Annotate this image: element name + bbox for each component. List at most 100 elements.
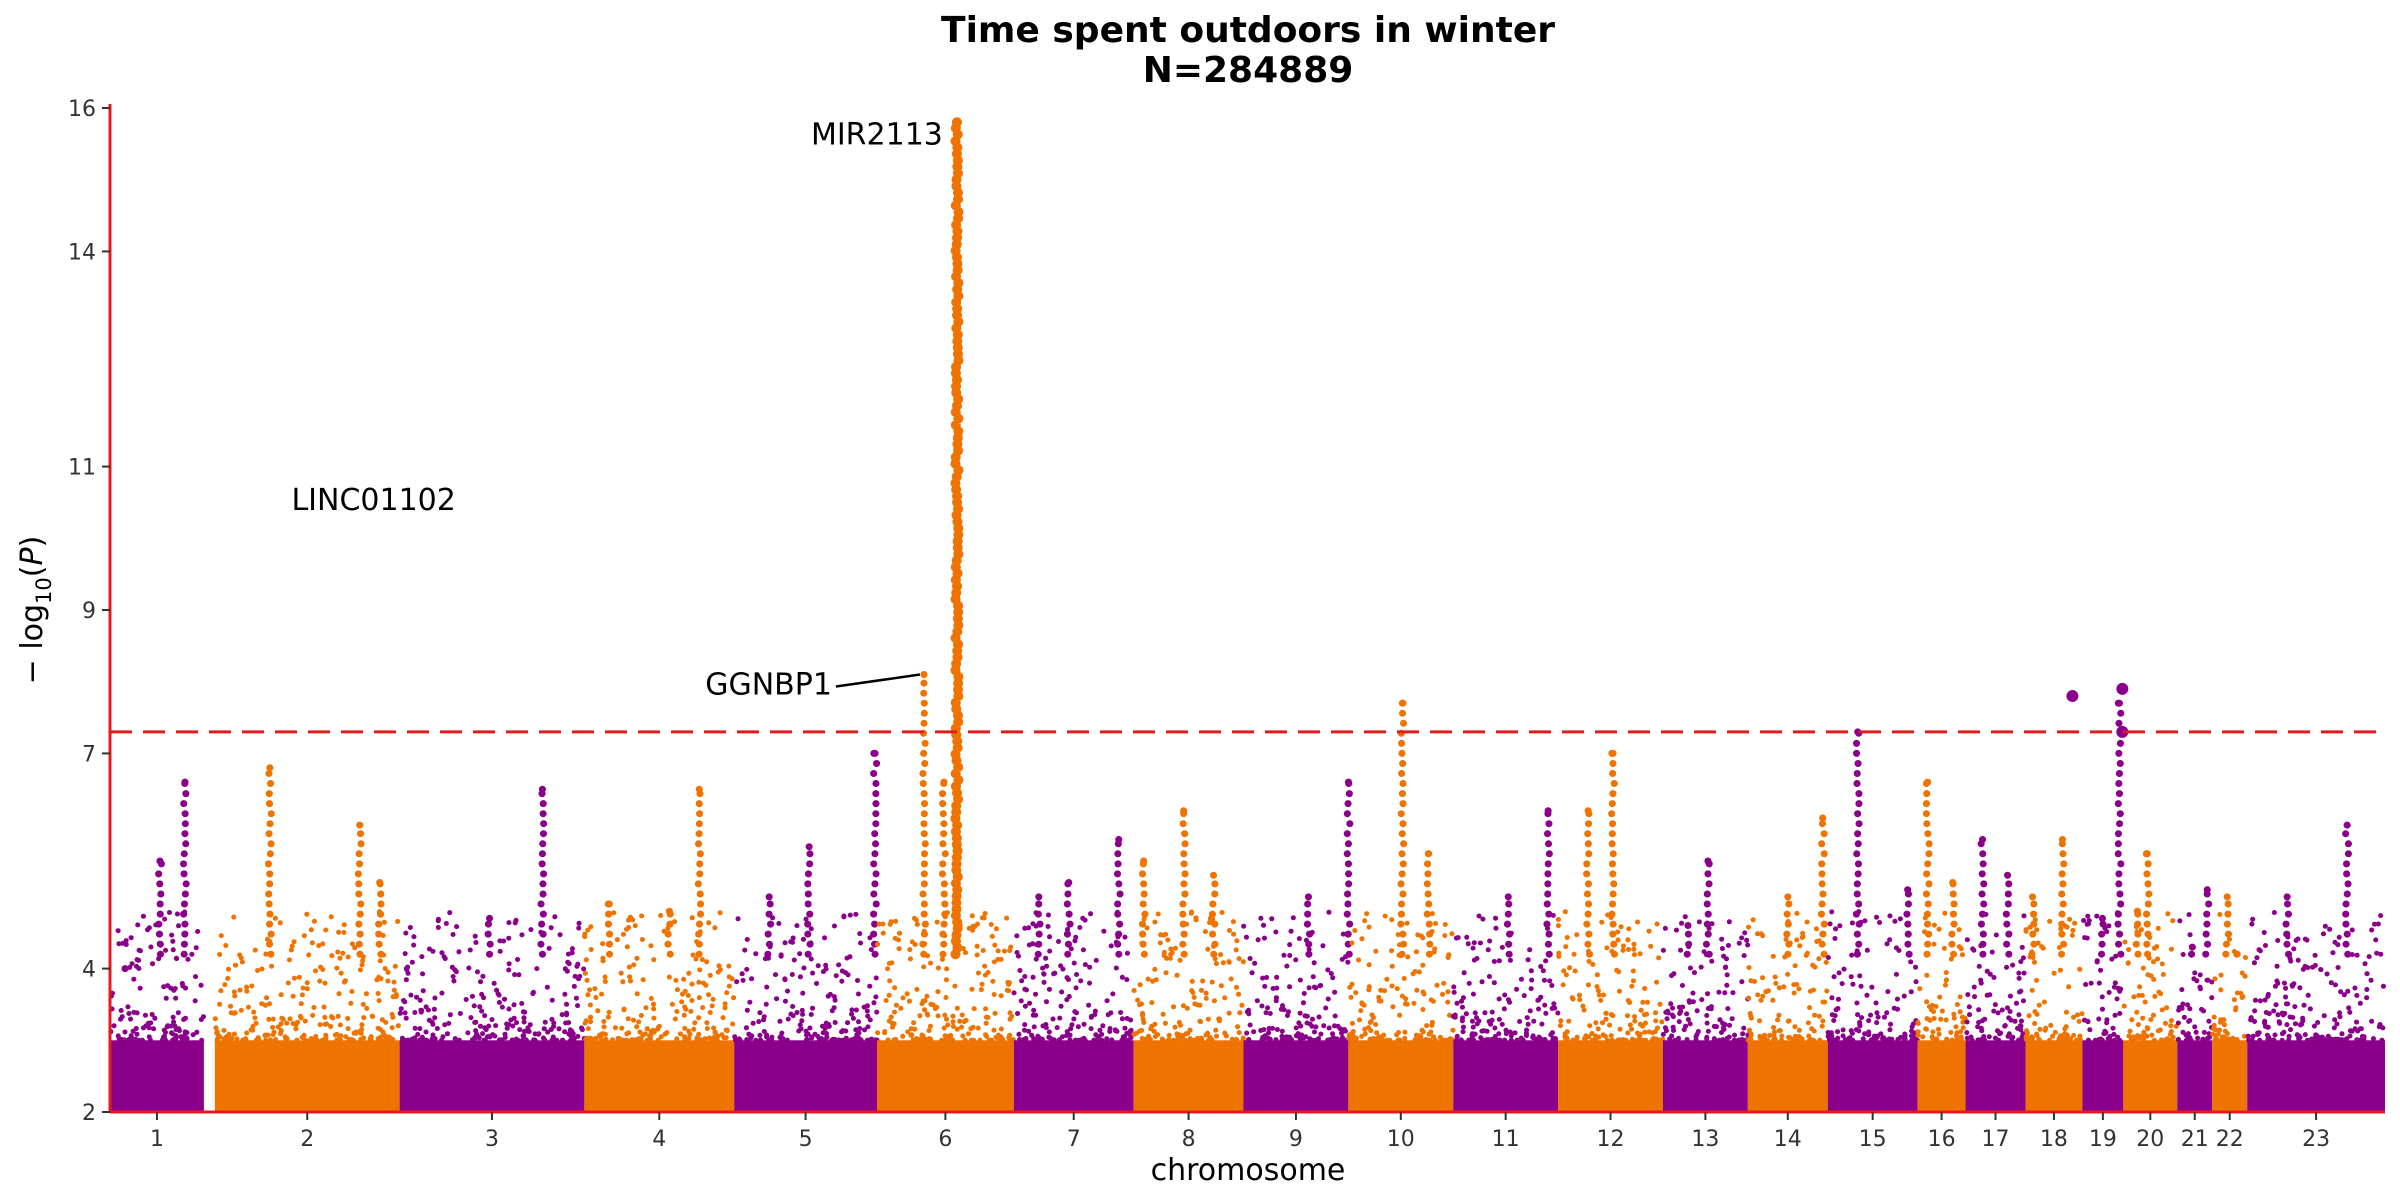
chromosome-23-base — [2247, 1040, 2385, 1112]
annotation-mir2113: MIR2113 — [811, 117, 943, 152]
chromosome-4-scatter — [582, 910, 737, 1043]
chromosome-12-peak-1 — [1608, 749, 1618, 958]
chromosome-6-peak-3 — [938, 778, 949, 958]
chromosome-16-peak-2 — [1948, 879, 1958, 958]
chromosome-3-points — [397, 785, 587, 1112]
chromosome-7-peak-2 — [1063, 879, 1074, 958]
chromosome-7-base — [1013, 1040, 1134, 1112]
chromosome-9-base — [1243, 1040, 1349, 1112]
chromosome-5-peak-3 — [764, 893, 775, 958]
chromosome-11-scatter — [1450, 912, 1561, 1043]
chromosome-19-points — [2081, 699, 2125, 1112]
chromosome-11-points — [1450, 807, 1561, 1112]
chromosome-8-peak-3 — [1208, 871, 1219, 958]
x-tick-label: 19 — [2089, 1127, 2117, 1152]
x-tick-label: 8 — [1182, 1127, 1196, 1152]
chromosome-23-peak-1 — [2342, 821, 2352, 958]
chromosome-9-scatter — [1241, 909, 1351, 1043]
gene-annotations: MIR2113 LINC01102 GGNBP1 — [291, 117, 942, 702]
chromosome-20-peak-1 — [2142, 850, 2153, 958]
chromosome-10-peak-1 — [1397, 699, 1408, 958]
chromosome-17-base — [1965, 1040, 2026, 1112]
chromosome-15-base — [1827, 1040, 1918, 1112]
chromosome-9-points — [1241, 778, 1354, 1112]
y-tick-label: 14 — [68, 240, 96, 265]
chromosome-11-base — [1453, 1040, 1559, 1112]
chromosome-15-peak-1 — [1852, 728, 1863, 958]
x-tick-label: 6 — [938, 1127, 952, 1152]
chromosome-17-scatter — [1964, 911, 2028, 1043]
chromosome-15-points — [1825, 728, 1920, 1112]
chromosome-18-peak-1 — [2058, 836, 2068, 958]
chromosome-8-points — [1131, 807, 1246, 1112]
chromosome-18-base — [2025, 1040, 2083, 1112]
x-tick-label: 4 — [652, 1127, 666, 1152]
chromosome-14-scatter — [1745, 910, 1830, 1043]
x-tick-label: 16 — [1928, 1127, 1956, 1152]
chromosome-5-peak-1 — [870, 749, 881, 958]
chromosome-20-scatter — [2121, 911, 2179, 1043]
y-tick-label: 11 — [68, 456, 96, 481]
chromosome-1-base — [110, 1040, 204, 1112]
chromosome-11-peak-2 — [1503, 893, 1514, 958]
chromosome-1-points — [108, 778, 206, 1112]
chromosome-1-peak-1 — [180, 778, 190, 958]
x-axis-label: chromosome — [1151, 1153, 1346, 1188]
x-tick-label: 23 — [2302, 1127, 2330, 1152]
chromosome-19-base — [2082, 1040, 2124, 1112]
annotation-leader-line — [835, 673, 921, 688]
chromosome-7-peak-3 — [1034, 893, 1044, 958]
chromosome-8-scatter — [1131, 909, 1246, 1043]
x-tick-label: 11 — [1492, 1127, 1520, 1152]
chromosome-1-scatter — [108, 909, 206, 1043]
chromosome-23-scatter — [2245, 910, 2386, 1043]
chromosome-18-scatter — [2023, 916, 2085, 1043]
chromosome-22-scatter — [2210, 912, 2248, 1043]
y-tick-label: 9 — [82, 599, 96, 624]
chromosome-13-base — [1662, 1040, 1748, 1112]
chromosome-17-peak-1 — [1977, 836, 1988, 958]
chart-title: Time spent outdoors in winter — [941, 10, 1555, 51]
chromosome-15-peak-2 — [1903, 886, 1913, 958]
chromosome-13-peak-2 — [1683, 922, 1693, 958]
chromosome-4-peak-1 — [694, 785, 705, 958]
data-points — [108, 117, 2386, 1112]
chromosome-20-base — [2123, 1040, 2178, 1112]
chromosome-21-peak-2 — [2188, 943, 2196, 958]
x-tick-label: 1 — [150, 1127, 164, 1152]
x-tick-label: 9 — [1289, 1127, 1303, 1152]
chromosome-2-peak-3 — [375, 879, 385, 958]
y-tick-label: 2 — [82, 1101, 96, 1126]
chromosome-21-base — [2177, 1040, 2213, 1112]
y-tick-label: 7 — [82, 742, 96, 767]
chromosome-21-points — [2175, 886, 2215, 1112]
chromosome-4-peak-2 — [664, 907, 674, 958]
chromosome-16-peak-1 — [1922, 778, 1933, 958]
x-tick-label: 22 — [2216, 1127, 2244, 1152]
chromosome-5-points — [732, 749, 881, 1112]
x-tick-label: 18 — [2040, 1127, 2068, 1152]
chromosome-17-points — [1964, 836, 2028, 1112]
chromosome-12-points — [1555, 749, 1666, 1112]
chart-subtitle: N=284889 — [1143, 50, 1354, 91]
chromosome-19-peak-1 — [2114, 699, 2125, 958]
x-tick-label: 12 — [1597, 1127, 1625, 1152]
chromosome-8-base — [1133, 1040, 1244, 1112]
chromosome-7-points — [1011, 836, 1134, 1112]
chromosome-14-points — [1745, 814, 1830, 1112]
chromosome-9-peak-2 — [1303, 893, 1314, 958]
x-tick-label: 7 — [1067, 1127, 1081, 1152]
chromosome-10-points — [1346, 699, 1456, 1112]
chromosome-6-points — [874, 117, 1016, 1112]
x-tick-label: 3 — [485, 1127, 499, 1152]
chromosome-4-points — [582, 785, 737, 1112]
chromosome-10-peak-2 — [1423, 850, 1434, 958]
chromosome-3-peak-1 — [537, 785, 548, 958]
chromosome-8-peak-2 — [1139, 857, 1149, 958]
chromosome-12-scatter — [1555, 909, 1666, 1043]
chromosome-6-base — [876, 1040, 1014, 1112]
chromosome-6-peak-1 — [950, 117, 964, 960]
y-tick-label: 16 — [68, 97, 96, 122]
